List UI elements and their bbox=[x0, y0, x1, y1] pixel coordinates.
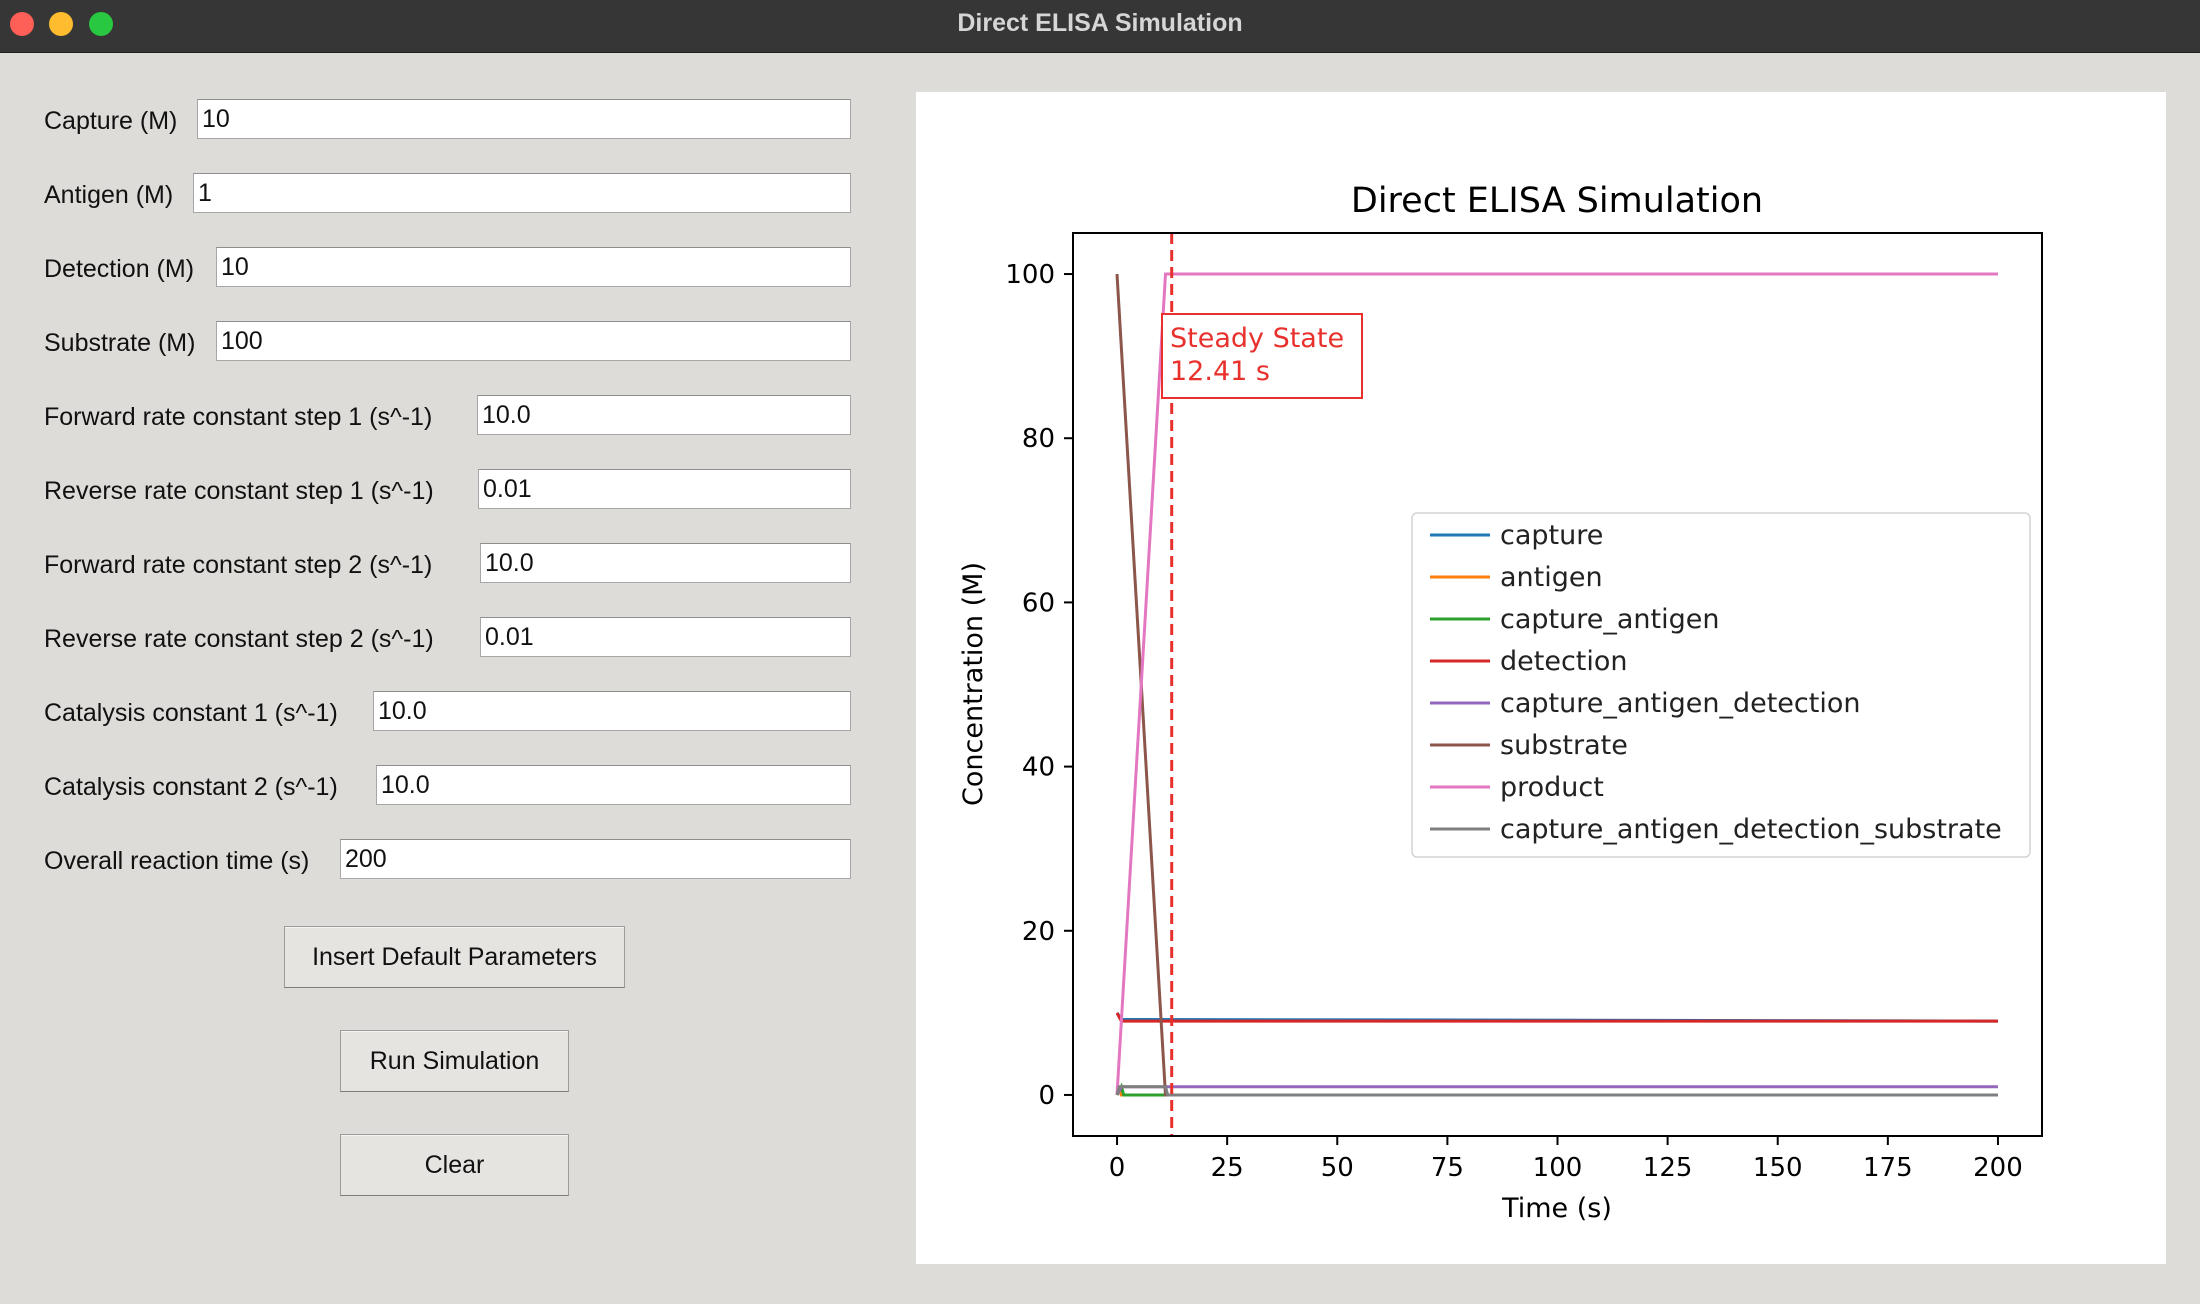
field-label: Substrate (M) bbox=[44, 329, 196, 357]
x-tick-label: 175 bbox=[1863, 1153, 1913, 1183]
series-line-capture-antigen-detection-substrate bbox=[1115, 1085, 1998, 1097]
simulation-chart: Direct ELISA Simulation 0 25 50 75 100 125 150… bbox=[958, 181, 2043, 1224]
field-label: Capture (M) bbox=[44, 107, 178, 135]
legend-item-substrate: substrate bbox=[1430, 730, 1628, 761]
antigen-input[interactable] bbox=[193, 173, 851, 213]
x-tick-label: 75 bbox=[1431, 1153, 1464, 1183]
field-label: Forward rate constant step 2 (s^-1) bbox=[44, 551, 433, 579]
forward-rate-2-input[interactable] bbox=[480, 543, 851, 583]
x-tick-label: 0 bbox=[1109, 1153, 1126, 1183]
x-axis-label: Time (s) bbox=[1501, 1193, 1612, 1224]
minimize-window-button[interactable] bbox=[49, 12, 73, 36]
plot-area bbox=[1115, 233, 1999, 1136]
title-bar: Direct ELISA Simulation bbox=[0, 0, 2200, 53]
steady-state-box bbox=[1161, 313, 1363, 399]
reverse-rate-1-input[interactable] bbox=[478, 469, 851, 509]
legend-label: detection bbox=[1500, 646, 1628, 677]
catalysis-1-input[interactable] bbox=[373, 691, 851, 731]
y-axis-label: Concentration (M) bbox=[958, 562, 989, 806]
series-line-product bbox=[1115, 272, 1998, 1096]
catalysis-2-input[interactable] bbox=[376, 765, 851, 805]
field-label: Detection (M) bbox=[44, 255, 195, 283]
maximize-window-button[interactable] bbox=[89, 12, 113, 36]
legend-item-capture-antigen: capture_antigen bbox=[1430, 604, 1719, 635]
legend-label: product bbox=[1500, 772, 1604, 803]
chart-legend: capture antigen capture_antigen detection ca… bbox=[1411, 512, 2031, 858]
axis-ticks: 0 25 50 75 100 125 150 175 200 0 20 40 60 80 100 bbox=[1005, 260, 2022, 1183]
legend-label: capture_antigen_detection_substrate bbox=[1500, 814, 2002, 845]
y-tick-label: 40 bbox=[1022, 753, 1055, 783]
series-line-detection bbox=[1115, 1012, 1998, 1023]
capture-input[interactable] bbox=[197, 99, 851, 139]
legend-item-product: product bbox=[1430, 772, 1604, 803]
legend-item-detection: detection bbox=[1430, 646, 1628, 677]
y-tick-label: 60 bbox=[1022, 588, 1055, 618]
plot-panel: Direct ELISA Simulation 0 25 50 75 100 125 150… bbox=[916, 92, 2166, 1264]
steady-state-time: 12.41 s bbox=[1170, 356, 1270, 387]
legend-item-capture-antigen-detection: capture_antigen_detection bbox=[1430, 688, 1860, 719]
x-tick-label: 125 bbox=[1643, 1153, 1693, 1183]
x-tick-label: 150 bbox=[1753, 1153, 1803, 1183]
y-tick-label: 100 bbox=[1005, 260, 1055, 290]
legend-box bbox=[1411, 512, 2031, 858]
x-tick-label: 50 bbox=[1321, 1153, 1354, 1183]
chart-title: Direct ELISA Simulation bbox=[1351, 181, 1763, 221]
legend-label: capture_antigen bbox=[1500, 604, 1719, 635]
detection-input[interactable] bbox=[216, 247, 851, 287]
field-label: Overall reaction time (s) bbox=[44, 847, 310, 875]
y-tick-label: 0 bbox=[1038, 1081, 1055, 1111]
legend-item-antigen: antigen bbox=[1430, 562, 1603, 593]
y-tick-label: 20 bbox=[1022, 917, 1055, 947]
x-tick-label: 100 bbox=[1533, 1153, 1583, 1183]
field-label: Reverse rate constant step 1 (s^-1) bbox=[44, 477, 434, 505]
field-label: Catalysis constant 1 (s^-1) bbox=[44, 699, 338, 727]
x-tick-label: 200 bbox=[1973, 1153, 2023, 1183]
legend-label: capture bbox=[1500, 520, 1603, 551]
parameter-form: Capture (M) Antigen (M) Detection (M) Su… bbox=[0, 52, 900, 1304]
legend-label: capture_antigen_detection bbox=[1500, 688, 1860, 719]
reverse-rate-2-input[interactable] bbox=[480, 617, 851, 657]
field-label: Forward rate constant step 1 (s^-1) bbox=[44, 403, 433, 431]
legend-label: antigen bbox=[1500, 562, 1603, 593]
y-tick-label: 80 bbox=[1022, 424, 1055, 454]
legend-item-capture: capture bbox=[1430, 520, 1603, 551]
run-simulation-button[interactable]: Run Simulation bbox=[340, 1030, 569, 1092]
field-label: Catalysis constant 2 (s^-1) bbox=[44, 773, 338, 801]
field-label: Antigen (M) bbox=[44, 181, 174, 209]
substrate-input[interactable] bbox=[216, 321, 851, 361]
legend-item-capture-antigen-detection-substrate: capture_antigen_detection_substrate bbox=[1430, 814, 2002, 845]
field-label: Reverse rate constant step 2 (s^-1) bbox=[44, 625, 434, 653]
legend-label: substrate bbox=[1500, 730, 1628, 761]
steady-state-annotation: Steady State 12.41 s bbox=[1161, 313, 1363, 399]
reaction-time-input[interactable] bbox=[340, 839, 851, 879]
close-window-button[interactable] bbox=[10, 12, 34, 36]
forward-rate-1-input[interactable] bbox=[477, 395, 851, 435]
steady-state-label: Steady State bbox=[1170, 323, 1344, 354]
x-tick-label: 25 bbox=[1211, 1153, 1244, 1183]
insert-default-parameters-button[interactable]: Insert Default Parameters bbox=[284, 926, 625, 988]
window-title: Direct ELISA Simulation bbox=[957, 9, 1243, 37]
clear-button[interactable]: Clear bbox=[340, 1134, 569, 1196]
